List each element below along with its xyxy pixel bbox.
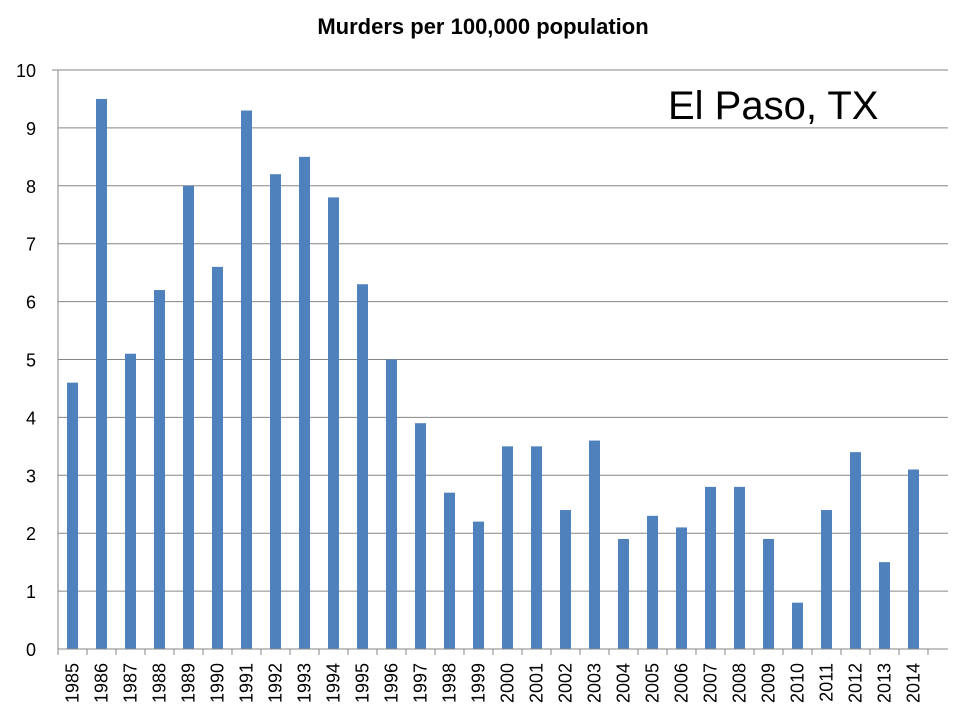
bar-2012: [850, 452, 861, 649]
y-tick-label: 8: [26, 177, 36, 197]
x-tick-label: 2005: [643, 663, 663, 703]
bar-1988: [154, 290, 165, 649]
x-tick-label: 1988: [150, 663, 170, 703]
y-tick-label: 6: [26, 293, 36, 313]
bar-1989: [183, 185, 194, 650]
bar-1993: [299, 156, 310, 649]
bar-2006: [676, 527, 687, 649]
y-tick-label: 9: [26, 119, 36, 139]
x-tick-label: 2002: [556, 663, 576, 703]
x-tick-label: 1992: [266, 663, 286, 703]
x-tick-label: 2001: [527, 663, 547, 703]
bar-1999: [473, 521, 484, 649]
y-tick-label: 4: [26, 408, 36, 428]
x-tick-label: 1991: [237, 663, 257, 703]
bar-1996: [386, 359, 397, 649]
chart-annotation: El Paso, TX: [668, 84, 879, 128]
bar-2002: [560, 510, 571, 649]
x-tick-label: 2008: [730, 663, 750, 703]
bar-2008: [734, 486, 745, 649]
x-tick-label: 1989: [179, 663, 199, 703]
bar-2010: [792, 602, 803, 649]
x-tick-label: 1997: [411, 663, 431, 703]
x-tick-label: 2013: [875, 663, 895, 703]
y-tick-label: 2: [26, 524, 36, 544]
y-tick-label: 0: [26, 640, 36, 660]
y-tick-label: 7: [26, 235, 36, 255]
x-tick-label: 1986: [92, 663, 112, 703]
bar-2013: [879, 562, 890, 649]
bar-1994: [328, 197, 339, 649]
y-tick-label: 3: [26, 466, 36, 486]
x-tick-label: 2006: [672, 663, 692, 703]
y-tick-label: 1: [26, 582, 36, 602]
x-tick-label: 1990: [208, 663, 228, 703]
x-tick-label: 2011: [817, 663, 837, 702]
bar-2011: [821, 510, 832, 649]
bar-2000: [502, 446, 513, 649]
x-tick-label: 1994: [324, 663, 344, 703]
x-tick-label: 1998: [440, 663, 460, 703]
x-axis-tick-labels: 1985 1986 1987 1988 1989 1990 1991 1992 1993 1994…: [63, 663, 924, 703]
bar-2014: [908, 469, 919, 649]
chart-title: Murders per 100,000 population: [317, 14, 649, 39]
x-tick-label: 2009: [759, 663, 779, 703]
bar-1986: [96, 98, 107, 649]
x-tick-label: 2007: [701, 663, 721, 703]
axes: [52, 69, 948, 655]
x-tick-label: 2000: [498, 663, 518, 703]
bar-1992: [270, 174, 281, 649]
x-tick-label: 2012: [846, 663, 866, 703]
bar-1990: [212, 266, 223, 649]
x-tick-label: 2014: [904, 663, 924, 703]
y-tick-label: 5: [26, 351, 36, 371]
y-axis-tick-labels: 0 1 2 3 4 5 6 7 8 9 10: [16, 61, 36, 660]
bar-1995: [357, 284, 368, 649]
x-tick-label: 1987: [121, 663, 141, 703]
x-tick-label: 1999: [469, 663, 489, 703]
bar-1987: [125, 353, 136, 649]
y-tick-label: 10: [16, 61, 36, 81]
bar-1991: [241, 110, 252, 649]
x-tick-label: 2010: [788, 663, 808, 703]
x-tick-label: 1996: [382, 663, 402, 703]
bar-1998: [444, 492, 455, 649]
bar-2001: [531, 446, 542, 649]
x-tick-label: 1993: [295, 663, 315, 703]
x-tick-label: 1995: [353, 663, 373, 703]
bars: [67, 98, 919, 650]
bar-2007: [705, 486, 716, 649]
x-tick-label: 2003: [585, 663, 605, 703]
bar-2009: [763, 538, 774, 649]
bar-2004: [618, 538, 629, 649]
bar-2005: [647, 515, 658, 649]
bar-2003: [589, 440, 600, 649]
bar-1997: [415, 423, 426, 649]
bar-1985: [67, 382, 78, 649]
x-tick-label: 2004: [614, 663, 634, 703]
x-tick-label: 1985: [63, 663, 83, 703]
